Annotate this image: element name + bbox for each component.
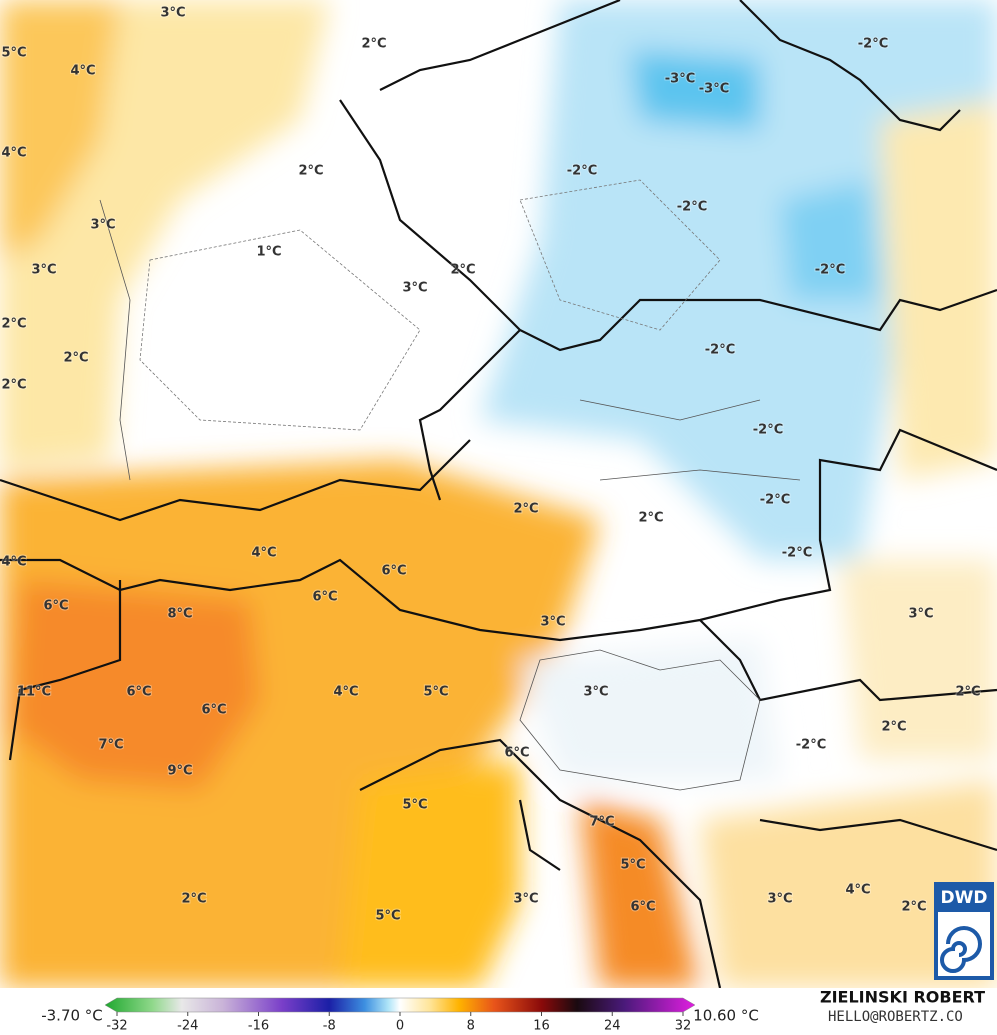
temp-label: 3°C: [402, 281, 427, 296]
email: HELLO@ROBERTZ.CO: [828, 1009, 963, 1025]
min-label: -3.70 °C: [41, 1007, 103, 1025]
colorbar-tick-label: -16: [248, 1019, 269, 1034]
temp-label: 2°C: [450, 263, 475, 278]
temp-label: 4°C: [1, 146, 26, 161]
temp-label: -3°C: [665, 72, 695, 87]
temp-label: 2°C: [638, 511, 663, 526]
temp-label: 2°C: [63, 351, 88, 366]
temp-label: 11°C: [17, 685, 51, 700]
colorbar-tick-label: 24: [604, 1019, 621, 1034]
logo-text: DWD: [941, 888, 988, 908]
temp-label: 5°C: [1, 46, 26, 61]
temp-label: 6°C: [201, 703, 226, 718]
temp-label: 7°C: [589, 815, 614, 830]
temp-label: 6°C: [381, 564, 406, 579]
temp-label: -2°C: [677, 200, 707, 215]
temp-label: 7°C: [98, 738, 123, 753]
temp-label: -2°C: [760, 493, 790, 508]
temp-label: 3°C: [767, 892, 792, 907]
temp-label: 6°C: [630, 900, 655, 915]
temp-label: 2°C: [1, 317, 26, 332]
colorbar: [104, 997, 696, 1013]
temp-label: -2°C: [753, 423, 783, 438]
temp-label: 3°C: [90, 218, 115, 233]
dwd-logo: DWD: [934, 882, 994, 980]
temp-label: 4°C: [70, 64, 95, 79]
temp-label: 3°C: [160, 6, 185, 21]
temp-label: 4°C: [1, 555, 26, 570]
colorbar-tick-label: -8: [323, 1019, 336, 1034]
temp-label: 3°C: [540, 615, 565, 630]
temp-label: 3°C: [31, 263, 56, 278]
temp-label: 6°C: [126, 685, 151, 700]
temp-label: 5°C: [375, 909, 400, 924]
logo-swirl: [940, 926, 982, 973]
temp-label: 2°C: [181, 892, 206, 907]
colorbar-tick-label: -32: [106, 1019, 127, 1034]
temp-label: 5°C: [620, 858, 645, 873]
temp-label: 2°C: [881, 720, 906, 735]
temp-label: 6°C: [43, 599, 68, 614]
borders: [0, 0, 997, 989]
temp-label: 4°C: [333, 685, 358, 700]
temp-label: -2°C: [815, 263, 845, 278]
temp-label: -2°C: [782, 546, 812, 561]
temp-label: -3°C: [699, 82, 729, 97]
max-label: 10.60 °C: [693, 1007, 759, 1025]
temp-label: 3°C: [908, 607, 933, 622]
temperature-field: [0, 0, 997, 988]
temp-label: -2°C: [705, 343, 735, 358]
colorbar-tick-label: 0: [396, 1019, 404, 1034]
temp-label: 5°C: [402, 798, 427, 813]
temp-label: 3°C: [583, 685, 608, 700]
temp-label: 9°C: [167, 764, 192, 779]
temp-label: 1°C: [256, 245, 281, 260]
colorbar-tick-label: -24: [177, 1019, 198, 1034]
temp-label: 4°C: [251, 546, 276, 561]
temp-label: 6°C: [312, 590, 337, 605]
temp-label: 5°C: [423, 685, 448, 700]
temp-label: 8°C: [167, 607, 192, 622]
temp-label: -2°C: [567, 164, 597, 179]
temp-label: 3°C: [513, 892, 538, 907]
temp-label: -2°C: [858, 37, 888, 52]
temp-label: 2°C: [298, 164, 323, 179]
temp-label: 2°C: [1, 378, 26, 393]
colorbar-tick-label: 16: [533, 1019, 550, 1034]
colorbar-tick-label: 8: [467, 1019, 475, 1034]
temp-label: 2°C: [361, 37, 386, 52]
temperature-labels: 3°C 2°C -2°C 5°C 4°C -3°C -3°C 4°C 2°C -2°C -2°C 3°…: [0, 5, 981, 925]
temp-label: 2°C: [955, 685, 980, 700]
temp-label: 6°C: [504, 746, 529, 761]
colorbar-tick-label: 32: [675, 1019, 692, 1034]
temp-label: 4°C: [845, 883, 870, 898]
temp-label: 2°C: [513, 502, 538, 517]
author: ZIELINSKI ROBERT: [820, 988, 985, 1007]
temp-label: -2°C: [796, 738, 826, 753]
temp-label: 2°C: [901, 900, 926, 915]
